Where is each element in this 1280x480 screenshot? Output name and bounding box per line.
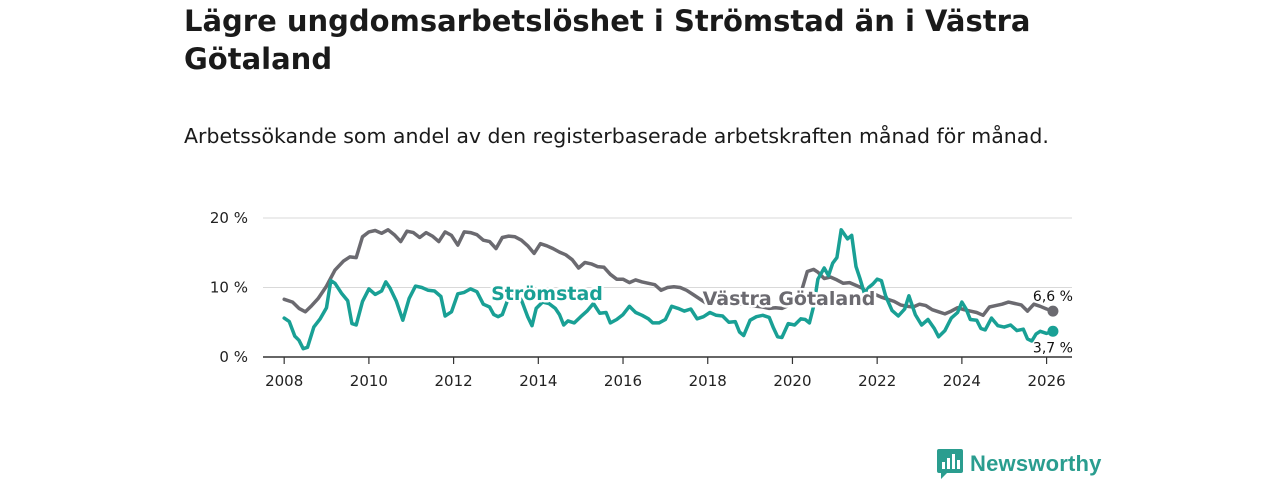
x-tick-label: 2016 bbox=[604, 372, 642, 390]
end-label-stromstad: 3,7 % bbox=[1033, 340, 1073, 356]
x-tick-label: 2018 bbox=[689, 372, 727, 390]
x-tick-label: 2022 bbox=[858, 372, 896, 390]
y-tick-label: 10 % bbox=[210, 279, 248, 297]
x-tick-label: 2026 bbox=[1027, 372, 1065, 390]
chart-subtitle: Arbetssökande som andel av den registerb… bbox=[184, 124, 1049, 148]
end-point-stromstad bbox=[1047, 325, 1059, 337]
x-tick-label: 2014 bbox=[519, 372, 557, 390]
series-label-vastra-gotaland: Västra Götaland bbox=[703, 288, 876, 310]
x-tick-label: 2020 bbox=[773, 372, 811, 390]
brand-name: Newsworthy bbox=[970, 451, 1102, 476]
newsworthy-logo-icon bbox=[937, 449, 963, 479]
end-point-vastra-gotaland bbox=[1047, 305, 1059, 317]
grid-lines bbox=[263, 217, 1072, 288]
series-line-stromstad bbox=[282, 228, 1055, 351]
series-line-vastra-gotaland bbox=[282, 228, 1055, 318]
series-label-stromstad: Strömstad bbox=[491, 283, 603, 305]
chart-title: Lägre ungdomsarbetslöshet i Strömstad än… bbox=[184, 4, 1031, 76]
x-tick-label: 2008 bbox=[265, 372, 303, 390]
x-tick-label: 2024 bbox=[943, 372, 981, 390]
x-tick-label: 2012 bbox=[435, 372, 473, 390]
x-tick-label: 2010 bbox=[350, 372, 388, 390]
axes: 0 % 10 % 20 % 2008 2010 2012 2014 2016 2018 2020 2… bbox=[210, 209, 1072, 390]
end-label-vastra-gotaland: 6,6 % bbox=[1033, 289, 1073, 305]
series-lines bbox=[282, 228, 1059, 351]
newsworthy-logo[interactable]: Newsworthy bbox=[937, 449, 1102, 479]
series-labels: Västra Götaland Strömstad 6,6 % 3,7 % bbox=[489, 281, 1073, 357]
y-tick-label: 0 % bbox=[219, 348, 248, 366]
y-tick-label: 20 % bbox=[210, 209, 248, 227]
